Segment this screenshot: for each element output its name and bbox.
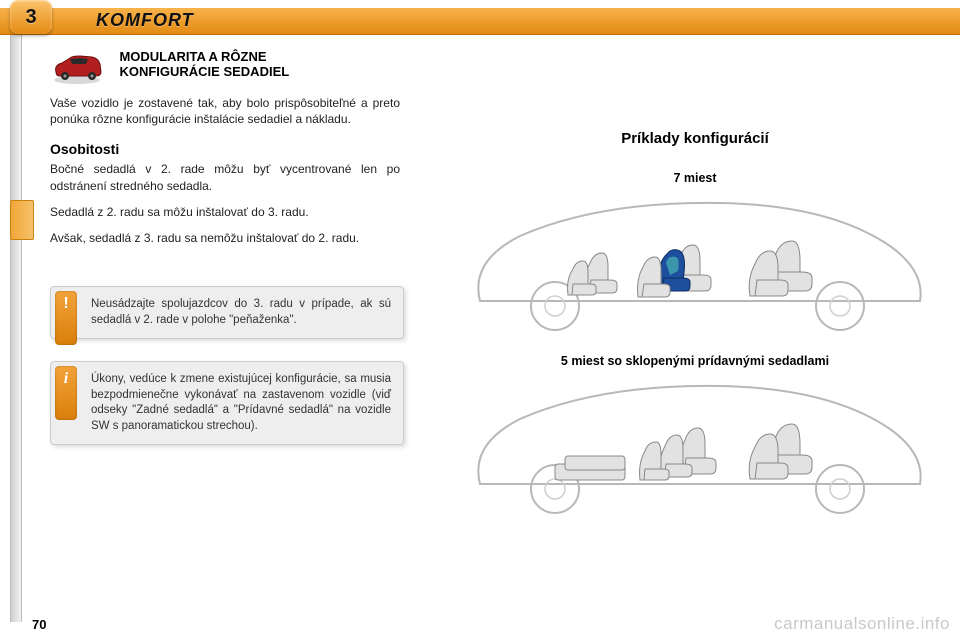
examples-title: Príklady konfigurácií (445, 130, 945, 147)
info-box: i Úkony, vedúce k zmene existujúcej konf… (50, 361, 404, 445)
subheading-osobitosti: Osobitosti (50, 141, 400, 157)
car-icon (50, 50, 105, 85)
section-title: MODULARITA A RÔZNE KONFIGURÁCIE SEDADIEL (119, 50, 369, 80)
diagram-7-seats (460, 191, 930, 336)
figure2-caption: 5 miest so sklopenými prídavnými sedadla… (445, 354, 945, 368)
warning-icon: ! (55, 291, 77, 345)
left-column: MODULARITA A RÔZNE KONFIGURÁCIE SEDADIEL… (50, 50, 400, 445)
intro-paragraph: Vaše vozidlo je zostavené tak, aby bolo … (50, 95, 400, 127)
watermark: carmanualsonline.info (774, 614, 950, 634)
page-number: 70 (32, 617, 46, 632)
page: 3 KOMFORT MODULARITA A RÔZNE KONFIGURÁCI… (0, 0, 960, 640)
paragraph-2: Sedadlá z 2. radu sa môžu inštalovať do … (50, 204, 400, 220)
right-column: Príklady konfigurácií 7 miest (445, 130, 945, 531)
warning-text: Neusádzajte spolujazdcov do 3. radu v pr… (91, 298, 391, 326)
left-margin-strip (10, 35, 22, 622)
info-text: Úkony, vedúce k zmene existujúcej konfig… (91, 373, 391, 432)
paragraph-1: Bočné sedadlá v 2. rade môžu byť vycentr… (50, 161, 400, 193)
figure1-caption: 7 miest (445, 171, 945, 185)
diagram-5-seats-folded (460, 374, 930, 519)
page-header-title: KOMFORT (96, 10, 194, 31)
warning-box: ! Neusádzajte spolujazdcov do 3. radu v … (50, 286, 404, 339)
chapter-tab: 3 (10, 0, 52, 34)
left-margin-tab (10, 200, 34, 240)
info-icon: i (55, 366, 77, 420)
paragraph-3: Avšak, sedadlá z 3. radu sa nemôžu inšta… (50, 230, 400, 246)
